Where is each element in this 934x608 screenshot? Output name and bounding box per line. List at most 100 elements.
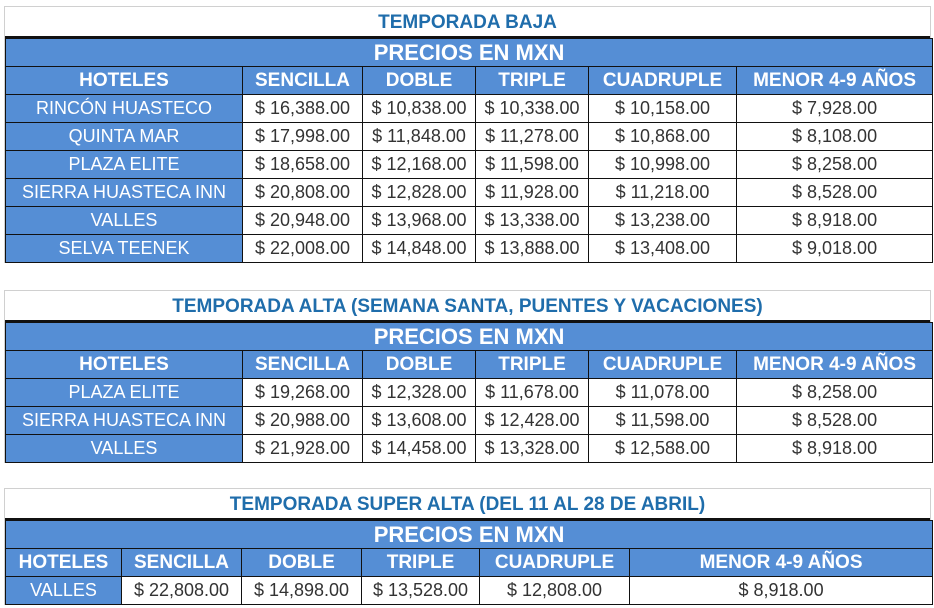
column-header: SENCILLA bbox=[242, 66, 363, 95]
price-cell: $ 8,918.00 bbox=[628, 576, 934, 605]
hotel-name: VALLES bbox=[5, 206, 243, 235]
price-cell: $ 13,528.00 bbox=[361, 576, 480, 605]
column-header: CUADRUPLE bbox=[588, 66, 737, 95]
column-headers: HOTELES SENCILLA DOBLE TRIPLE CUADRUPLE MENOR… bbox=[5, 350, 934, 379]
table-row: SIERRA HUASTECA INN $ 20,988.00 $ 13,608.0… bbox=[5, 406, 934, 435]
price-table-1: TEMPORADA ALTA (SEMANA SANTA, PUENTES Y … bbox=[4, 290, 934, 463]
currency-header: PRECIOS EN MXN bbox=[4, 520, 934, 549]
price-cell: $ 12,828.00 bbox=[362, 178, 476, 207]
price-cell: $ 13,608.00 bbox=[362, 406, 476, 435]
column-header: HOTELES bbox=[5, 66, 243, 95]
price-cell: $ 11,078.00 bbox=[588, 378, 737, 407]
price-cell: $ 16,388.00 bbox=[242, 94, 363, 123]
price-cell: $ 8,258.00 bbox=[735, 150, 934, 179]
price-table-2: TEMPORADA SUPER ALTA (DEL 11 AL 28 DE AB… bbox=[4, 488, 934, 605]
price-cell: $ 10,868.00 bbox=[588, 122, 737, 151]
price-cell: $ 22,808.00 bbox=[121, 576, 242, 605]
price-cell: $ 11,598.00 bbox=[588, 406, 737, 435]
price-cell: $ 14,458.00 bbox=[362, 434, 476, 463]
price-cell: $ 14,848.00 bbox=[362, 234, 476, 263]
hotel-name: VALLES bbox=[5, 576, 122, 605]
hotel-name: PLAZA ELITE bbox=[5, 378, 243, 407]
price-cell: $ 20,808.00 bbox=[242, 178, 363, 207]
price-cell: $ 10,838.00 bbox=[362, 94, 476, 123]
season-title: TEMPORADA BAJA bbox=[5, 7, 930, 38]
price-cell: $ 17,998.00 bbox=[242, 122, 363, 151]
column-headers: HOTELES SENCILLA DOBLE TRIPLE CUADRUPLE MENOR… bbox=[5, 548, 934, 577]
price-cell: $ 11,928.00 bbox=[475, 178, 589, 207]
price-cell: $ 12,808.00 bbox=[479, 576, 630, 605]
currency-header: PRECIOS EN MXN bbox=[4, 322, 934, 351]
hotel-name: PLAZA ELITE bbox=[5, 150, 243, 179]
column-header: MENOR 4-9 AÑOS bbox=[735, 66, 934, 95]
price-cell: $ 13,328.00 bbox=[475, 434, 589, 463]
price-cell: $ 10,998.00 bbox=[588, 150, 737, 179]
price-cell: $ 11,218.00 bbox=[588, 178, 737, 207]
price-cell: $ 7,928.00 bbox=[735, 94, 934, 123]
price-cell: $ 13,968.00 bbox=[362, 206, 476, 235]
table-row: VALLES $ 20,948.00 $ 13,968.00 $ 13,338.00 $… bbox=[5, 206, 934, 235]
table-row: QUINTA MAR $ 17,998.00 $ 11,848.00 $ 11,278… bbox=[5, 122, 934, 151]
column-header: TRIPLE bbox=[475, 350, 589, 379]
price-cell: $ 19,268.00 bbox=[242, 378, 363, 407]
season-title: TEMPORADA ALTA (SEMANA SANTA, PUENTES Y … bbox=[5, 291, 930, 322]
column-header: HOTELES bbox=[5, 350, 243, 379]
column-header: TRIPLE bbox=[475, 66, 589, 95]
price-cell: $ 8,918.00 bbox=[735, 206, 934, 235]
price-cell: $ 11,598.00 bbox=[475, 150, 589, 179]
hotel-name: SIERRA HUASTECA INN bbox=[5, 406, 243, 435]
season-title: TEMPORADA SUPER ALTA (DEL 11 AL 28 DE AB… bbox=[5, 489, 930, 520]
column-header: SENCILLA bbox=[242, 350, 363, 379]
price-cell: $ 21,928.00 bbox=[242, 434, 363, 463]
column-headers: HOTELES SENCILLA DOBLE TRIPLE CUADRUPLE MENOR… bbox=[5, 66, 934, 95]
price-cell: $ 10,338.00 bbox=[475, 94, 589, 123]
price-cell: $ 8,528.00 bbox=[735, 178, 934, 207]
table-row: SIERRA HUASTECA INN $ 20,808.00 $ 12,828.0… bbox=[5, 178, 934, 207]
hotel-name: SIERRA HUASTECA INN bbox=[5, 178, 243, 207]
table-row: VALLES $ 22,808.00 $ 14,898.00 $ 13,528.00 $… bbox=[5, 576, 934, 605]
table-row: RINCÓN HUASTECO $ 16,388.00 $ 10,838.00 $ 1… bbox=[5, 94, 934, 123]
price-cell: $ 13,338.00 bbox=[475, 206, 589, 235]
table-row: PLAZA ELITE $ 19,268.00 $ 12,328.00 $ 11,67… bbox=[5, 378, 934, 407]
column-header: SENCILLA bbox=[121, 548, 242, 577]
price-cell: $ 11,278.00 bbox=[475, 122, 589, 151]
column-header: MENOR 4-9 AÑOS bbox=[628, 548, 934, 577]
price-cell: $ 13,408.00 bbox=[588, 234, 737, 263]
price-cell: $ 20,988.00 bbox=[242, 406, 363, 435]
price-cell: $ 20,948.00 bbox=[242, 206, 363, 235]
price-cell: $ 11,848.00 bbox=[362, 122, 476, 151]
price-cell: $ 12,428.00 bbox=[475, 406, 589, 435]
column-header: HOTELES bbox=[5, 548, 122, 577]
column-header: CUADRUPLE bbox=[588, 350, 737, 379]
price-cell: $ 10,158.00 bbox=[588, 94, 737, 123]
hotel-name: SELVA TEENEK bbox=[5, 234, 243, 263]
hotel-name: VALLES bbox=[5, 434, 243, 463]
table-row: PLAZA ELITE $ 18,658.00 $ 12,168.00 $ 11,59… bbox=[5, 150, 934, 179]
hotel-name: QUINTA MAR bbox=[5, 122, 243, 151]
column-header: MENOR 4-9 AÑOS bbox=[735, 350, 934, 379]
column-header: TRIPLE bbox=[361, 548, 480, 577]
hotel-name: RINCÓN HUASTECO bbox=[5, 94, 243, 123]
price-cell: $ 13,238.00 bbox=[588, 206, 737, 235]
price-cell: $ 8,918.00 bbox=[735, 434, 934, 463]
price-cell: $ 8,528.00 bbox=[735, 406, 934, 435]
table-row: VALLES $ 21,928.00 $ 14,458.00 $ 13,328.00 $… bbox=[5, 434, 934, 463]
price-cell: $ 12,328.00 bbox=[362, 378, 476, 407]
currency-header: PRECIOS EN MXN bbox=[4, 38, 934, 67]
price-cell: $ 18,658.00 bbox=[242, 150, 363, 179]
price-cell: $ 22,008.00 bbox=[242, 234, 363, 263]
price-cell: $ 12,168.00 bbox=[362, 150, 476, 179]
price-cell: $ 12,588.00 bbox=[588, 434, 737, 463]
price-cell: $ 8,108.00 bbox=[735, 122, 934, 151]
column-header: DOBLE bbox=[362, 350, 476, 379]
price-table-0: TEMPORADA BAJA PRECIOS EN MXN HOTELES SENCI… bbox=[4, 6, 934, 263]
price-cell: $ 8,258.00 bbox=[735, 378, 934, 407]
price-cell: $ 11,678.00 bbox=[475, 378, 589, 407]
column-header: CUADRUPLE bbox=[479, 548, 630, 577]
price-cell: $ 9,018.00 bbox=[735, 234, 934, 263]
price-cell: $ 13,888.00 bbox=[475, 234, 589, 263]
column-header: DOBLE bbox=[362, 66, 476, 95]
price-cell: $ 14,898.00 bbox=[241, 576, 362, 605]
column-header: DOBLE bbox=[241, 548, 362, 577]
table-row: SELVA TEENEK $ 22,008.00 $ 14,848.00 $ 13,8… bbox=[5, 234, 934, 263]
